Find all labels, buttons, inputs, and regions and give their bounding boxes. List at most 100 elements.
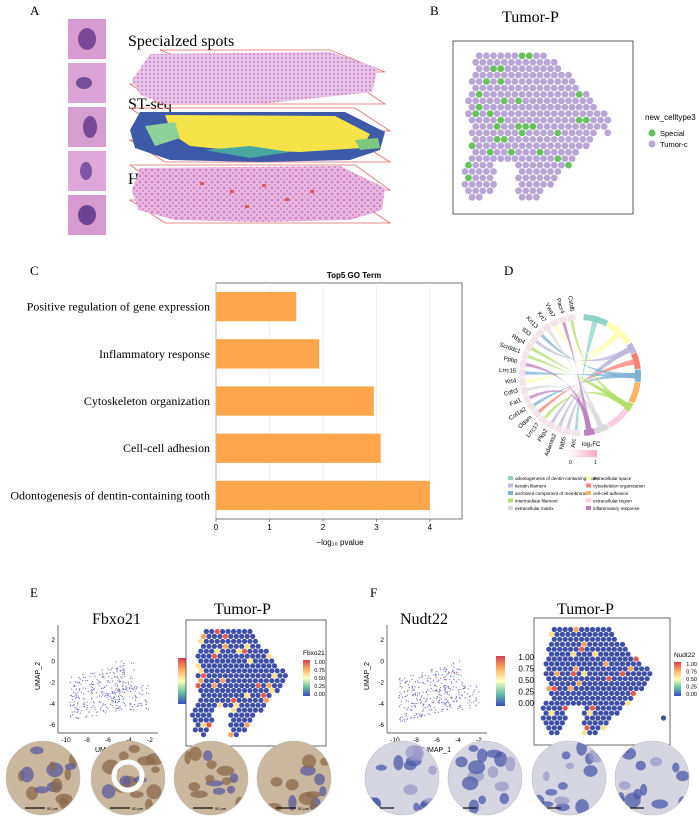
umap-point xyxy=(475,685,477,687)
gene-arc xyxy=(518,368,526,377)
umap-point xyxy=(472,694,474,696)
umap-point xyxy=(127,689,129,691)
spot xyxy=(543,110,551,118)
spot xyxy=(468,180,476,188)
spot xyxy=(236,687,242,694)
spot xyxy=(589,676,596,682)
umap-point xyxy=(475,704,477,706)
spot xyxy=(533,91,540,98)
spot xyxy=(250,702,256,708)
chart-category-labels: Positive regulation of gene expressionIn… xyxy=(10,300,210,503)
spot xyxy=(247,658,253,664)
spot xyxy=(233,653,239,659)
spot xyxy=(625,700,631,706)
spot xyxy=(548,661,555,667)
spot xyxy=(550,123,558,130)
spot xyxy=(252,707,258,713)
tick-label: -6 xyxy=(105,737,111,744)
spot xyxy=(486,174,494,182)
umap-point xyxy=(446,675,448,677)
umap-f-y-ticks: 20-2-4-6 xyxy=(378,637,384,729)
umap-point xyxy=(407,684,410,686)
spot xyxy=(604,129,612,137)
umap-point xyxy=(439,667,441,669)
umap-point xyxy=(422,714,424,716)
spot xyxy=(570,641,577,647)
umap-point xyxy=(420,702,422,704)
spot xyxy=(554,641,560,647)
spot xyxy=(592,710,598,716)
spot xyxy=(214,638,220,644)
umap-point xyxy=(404,720,406,722)
ihc-cell xyxy=(146,753,164,766)
umap-point xyxy=(440,694,442,696)
spot xyxy=(568,626,574,633)
spot xyxy=(558,97,565,105)
umap-point xyxy=(99,682,101,684)
umap-point xyxy=(134,694,136,697)
spot xyxy=(584,626,590,633)
tick-label: -4 xyxy=(49,701,55,708)
umap-point xyxy=(414,705,416,707)
panel-e-spatial-colorbar-ticks: 1.000.750.500.250.00 xyxy=(314,660,325,698)
spot xyxy=(536,136,544,143)
umap-point xyxy=(76,706,78,708)
term-arc xyxy=(583,428,596,436)
spot xyxy=(568,116,576,124)
spot xyxy=(525,52,533,60)
ihc-cell xyxy=(304,791,322,798)
spot xyxy=(554,631,560,638)
umap-point xyxy=(459,706,461,709)
umap-point xyxy=(128,687,130,689)
spot xyxy=(274,687,280,694)
spot xyxy=(239,702,245,708)
umap-point xyxy=(140,705,142,707)
spot xyxy=(252,697,258,703)
bar xyxy=(216,292,297,322)
umap-point xyxy=(120,681,122,683)
umap-point xyxy=(74,681,77,683)
legend-label: extracellular matrix xyxy=(515,506,554,511)
spot xyxy=(266,663,272,669)
ihc-circle xyxy=(615,741,689,815)
spot xyxy=(274,668,280,674)
umap-point xyxy=(445,702,447,705)
spot xyxy=(636,671,642,677)
spot xyxy=(486,58,494,66)
umap-point xyxy=(125,682,127,684)
spot xyxy=(225,628,231,635)
spot xyxy=(540,116,547,124)
spot xyxy=(600,715,607,721)
spot xyxy=(554,671,560,677)
spot xyxy=(222,633,228,640)
spot xyxy=(258,697,264,703)
umap-point xyxy=(399,682,401,685)
spot xyxy=(486,71,494,79)
umap-point xyxy=(77,696,79,699)
spot xyxy=(625,661,631,667)
umap-point xyxy=(105,710,107,712)
ihc-cell xyxy=(216,765,235,776)
umap-point xyxy=(122,685,124,687)
umap-point xyxy=(427,680,429,682)
spot xyxy=(214,697,220,703)
spot xyxy=(619,671,626,677)
umap-point xyxy=(446,705,448,708)
spot xyxy=(206,683,212,689)
umap-point xyxy=(452,686,454,688)
spot xyxy=(565,110,572,118)
spot xyxy=(562,636,568,642)
spot xyxy=(236,658,242,664)
spot xyxy=(211,653,217,659)
spot xyxy=(209,717,215,723)
umap-point xyxy=(78,698,80,700)
legend-label: odontogenesis of dentin-containing tooth xyxy=(515,476,598,481)
umap-point xyxy=(435,677,437,679)
spot xyxy=(633,676,639,682)
gene-label: Cstdb xyxy=(566,296,574,313)
spot xyxy=(565,681,571,687)
umap-point xyxy=(443,703,445,705)
legend-swatch xyxy=(508,506,513,510)
umap-point xyxy=(86,715,88,717)
umap-point xyxy=(71,705,73,707)
